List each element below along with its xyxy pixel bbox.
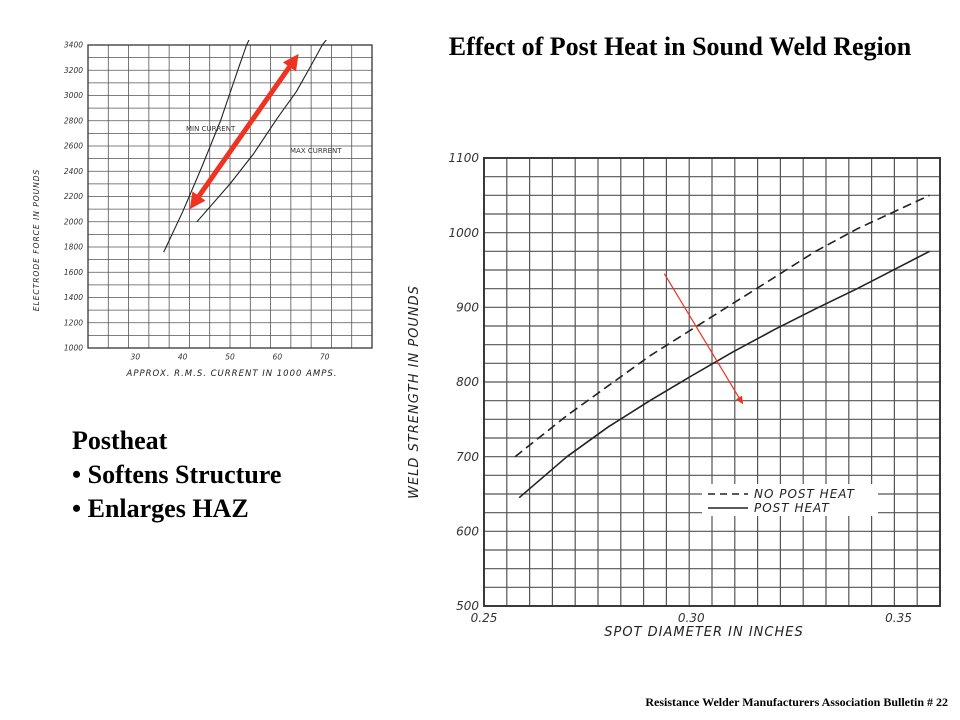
x-tick-label: 0.30 (678, 611, 705, 625)
y-tick-label: 2800 (64, 116, 83, 125)
y-tick-label: 2200 (64, 192, 83, 201)
y-tick-label: 2600 (64, 142, 83, 151)
y-tick-label: 1200 (64, 318, 83, 327)
postheat-bullets: Postheat • Softens Structure • Enlarges … (72, 424, 281, 526)
right-curves (514, 194, 930, 499)
electrode-force-chart: 1000 1200 1400 1600 1800 2000 2200 2400 2600 2800… (32, 40, 373, 379)
citation: Resistance Welder Manufacturers Associat… (645, 695, 948, 709)
y-tick-label: 1100 (448, 151, 479, 165)
bullets-heading: Postheat (72, 426, 168, 455)
left-grid (87, 44, 373, 349)
legend-no-post-heat: NO POST HEAT (754, 487, 856, 501)
max-current-label: MAX CURRENT (290, 147, 342, 155)
x-tick-label: 60 (273, 353, 283, 362)
left-y-ticks: 1000 1200 1400 1600 1800 2000 2200 2400 2600 2800… (64, 41, 83, 353)
bullet-enlarges-haz: • Enlarges HAZ (72, 494, 249, 523)
series-line-max-current (196, 40, 327, 223)
y-tick-label: 1000 (64, 344, 83, 353)
x-tick-label: 0.25 (471, 611, 498, 625)
y-tick-label: 600 (456, 525, 479, 539)
x-tick-label: 0.35 (885, 611, 912, 625)
left-curve-labels: MIN CURRENT MAX CURRENT (186, 125, 342, 155)
y-tick-label: 900 (456, 301, 479, 315)
y-tick-label: 2400 (64, 167, 83, 176)
y-tick-label: 3200 (64, 66, 83, 75)
left-curves (163, 40, 327, 253)
right-x-axis-label: SPOT DIAMETER IN INCHES (604, 625, 803, 640)
y-tick-label: 1800 (64, 243, 83, 252)
red-arrow-head (282, 53, 299, 72)
y-tick-label: 700 (456, 450, 479, 464)
right-legend: NO POST HEAT POST HEAT (702, 484, 878, 516)
x-tick-label: 70 (320, 353, 330, 362)
red-arrow-head (735, 395, 744, 405)
x-tick-label: 30 (131, 353, 141, 362)
red-arrow-shaft (195, 62, 294, 201)
right-y-ticks: 500 600 700 800 900 1000 1100 (448, 151, 479, 613)
legend-post-heat: POST HEAT (754, 501, 830, 515)
y-tick-label: 1000 (448, 226, 479, 240)
right-grid (483, 157, 941, 607)
y-tick-label: 3000 (64, 91, 83, 100)
y-tick-label: 500 (456, 599, 479, 613)
y-tick-label: 2000 (64, 217, 83, 226)
y-tick-label: 1400 (64, 293, 83, 302)
right-x-ticks: 0.25 0.30 0.35 (471, 611, 912, 625)
series-line-post-heat (518, 250, 930, 499)
right-red-arrow (663, 273, 744, 405)
slide-title: Effect of Post Heat in Sound Weld Region (448, 32, 912, 61)
left-red-double-arrow (189, 53, 299, 210)
bullet-softens-structure: • Softens Structure (72, 460, 282, 489)
weld-strength-chart: 500 600 700 800 900 1000 1100 0.25 0.30 0.35 NO … (407, 151, 941, 640)
right-y-axis-label: WELD STRENGTH IN POUNDS (407, 285, 422, 499)
left-x-ticks: 30 40 50 60 70 (131, 353, 330, 362)
legend-box-bg (702, 484, 878, 516)
left-x-axis-label: APPROX. R.M.S. CURRENT IN 1000 AMPS. (126, 369, 338, 379)
y-tick-label: 1600 (64, 268, 83, 277)
x-tick-label: 50 (225, 353, 235, 362)
series-line-no-post-heat (514, 194, 930, 458)
y-tick-label: 800 (456, 375, 479, 389)
plot-frame (483, 157, 941, 607)
red-arrow-shaft (663, 273, 741, 400)
x-tick-label: 40 (178, 353, 188, 362)
plot-frame (87, 44, 373, 349)
series-line-min-current (163, 40, 250, 253)
y-tick-label: 3400 (64, 41, 83, 50)
left-y-axis-label: ELECTRODE FORCE IN POUNDS (32, 169, 41, 312)
red-arrow-head-start (189, 191, 206, 210)
min-current-label: MIN CURRENT (186, 125, 236, 133)
